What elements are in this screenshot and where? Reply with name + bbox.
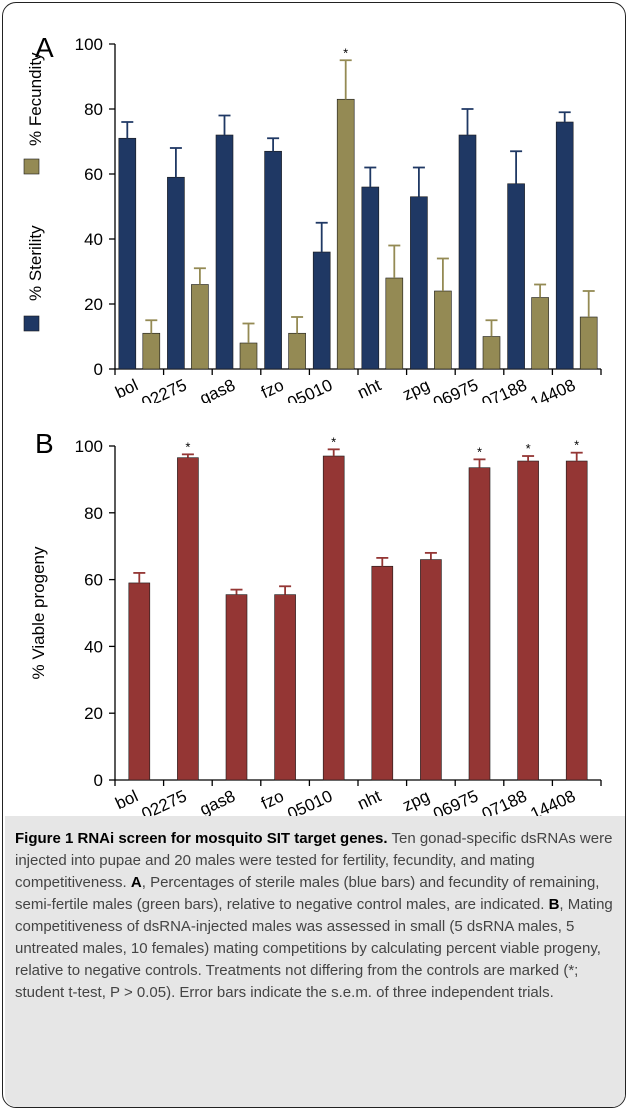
- x-tick-label: bol: [112, 375, 141, 402]
- x-tick-label: bol: [112, 786, 141, 813]
- x-tick-label: gas8: [197, 786, 238, 819]
- bar: [517, 460, 539, 781]
- bar: [128, 582, 151, 781]
- legend-label: % Sterility: [26, 225, 45, 301]
- legend-swatch: [23, 315, 40, 332]
- x-tick-label: 14408: [528, 375, 579, 403]
- significance-star: *: [477, 444, 482, 459]
- bar: [371, 565, 394, 781]
- legend-swatch: [23, 158, 40, 175]
- y-tick-label: 60: [84, 571, 103, 590]
- y-tick-label: 40: [84, 637, 103, 656]
- x-tick-label: 07188: [479, 375, 530, 403]
- bar: [142, 332, 161, 370]
- bar: [274, 594, 296, 781]
- x-tick-label: nht: [355, 375, 385, 402]
- y-tick-label: 100: [75, 437, 103, 456]
- panel-letter: B: [35, 428, 54, 459]
- bar: [177, 457, 199, 781]
- figure-caption: Figure 1 RNAi screen for mosquito SIT ta…: [15, 828, 619, 1004]
- x-tick-label: zpg: [400, 375, 433, 403]
- panel-letter: A: [35, 32, 54, 63]
- bar: [565, 460, 588, 781]
- bar: [531, 297, 549, 370]
- caption-box: Figure 1 RNAi screen for mosquito SIT ta…: [5, 816, 625, 1107]
- bar: [420, 559, 442, 781]
- bar: [482, 336, 501, 370]
- bar: [264, 150, 282, 370]
- y-tick-label: 100: [75, 35, 103, 54]
- bar: [361, 186, 380, 370]
- x-tick-label: 05010: [285, 375, 336, 403]
- bar: [322, 455, 345, 781]
- y-tick-label: 80: [84, 504, 103, 523]
- significance-star: *: [526, 441, 531, 456]
- bar: [118, 137, 137, 370]
- x-tick-label: zpg: [400, 786, 433, 815]
- bar: [239, 342, 258, 370]
- bar: [191, 284, 209, 370]
- bar: [410, 196, 428, 370]
- x-tick-label: 06975: [430, 375, 481, 403]
- significance-star: *: [331, 434, 336, 449]
- significance-star: *: [574, 438, 579, 453]
- caption-panel-b-ref: B: [548, 896, 560, 913]
- bar: [215, 134, 234, 370]
- caption-label: Figure 1 RNAi screen for mosquito SIT ta…: [15, 830, 388, 847]
- x-tick-label: 02275: [139, 375, 190, 403]
- y-tick-label: 0: [94, 771, 103, 790]
- bar: [167, 176, 185, 370]
- bar: [507, 183, 525, 370]
- y-tick-label: 20: [84, 295, 103, 314]
- y-axis-label: % Viable progeny: [29, 546, 48, 679]
- x-tick-label: nht: [355, 786, 385, 813]
- legend-label: % Fecundity: [26, 52, 45, 146]
- bar: [385, 277, 404, 370]
- bar: [288, 332, 306, 370]
- caption-panel-a-ref: A: [130, 874, 142, 891]
- y-tick-label: 0: [94, 360, 103, 379]
- bar: [312, 251, 331, 370]
- caption-text-1: Ten gonad-specific dsRNAs were injected …: [15, 830, 613, 891]
- x-tick-label: fzo: [258, 786, 287, 813]
- bar: [458, 134, 477, 370]
- bar: [336, 98, 355, 370]
- y-tick-label: 40: [84, 230, 103, 249]
- significance-star: *: [185, 439, 190, 454]
- caption-text-2: , Percentages of sterile males (blue bar…: [15, 874, 600, 913]
- y-tick-label: 80: [84, 100, 103, 119]
- bar: [555, 121, 574, 370]
- x-tick-label: fzo: [258, 375, 287, 402]
- bar: [579, 316, 598, 370]
- bar: [468, 467, 491, 781]
- caption-text-3: , Mating competitiveness of dsRNA-inject…: [15, 896, 613, 1001]
- bar: [434, 290, 452, 370]
- y-tick-label: 20: [84, 704, 103, 723]
- significance-star: *: [343, 45, 348, 60]
- bar: [225, 594, 248, 781]
- x-tick-label: gas8: [197, 375, 238, 403]
- y-tick-label: 60: [84, 165, 103, 184]
